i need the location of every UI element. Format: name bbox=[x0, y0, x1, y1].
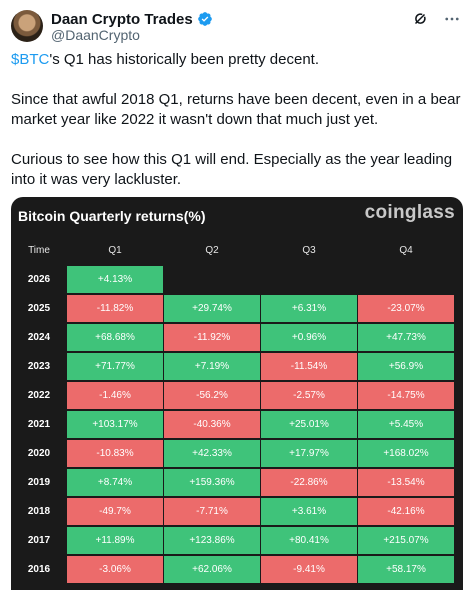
return-cell-q4: -42.16% bbox=[358, 498, 454, 525]
verified-badge-icon bbox=[197, 12, 212, 26]
return-cell-q2: +7.19% bbox=[164, 353, 260, 380]
header-actions bbox=[411, 10, 461, 28]
table-row: 2018 -49.7% -7.71% +3.61% -42.16% bbox=[11, 497, 463, 526]
return-cell-q1: -11.82% bbox=[67, 295, 163, 322]
return-cell-q1: -49.7% bbox=[67, 498, 163, 525]
table-row: 2017 +11.89% +123.86% +80.41% +215.07% bbox=[11, 526, 463, 555]
year-label: 2026 bbox=[27, 274, 51, 285]
avatar[interactable] bbox=[11, 10, 43, 42]
year-label: 2023 bbox=[27, 361, 51, 372]
column-header-q2: Q2 bbox=[205, 245, 219, 256]
return-cell-q3: +0.96% bbox=[261, 324, 357, 351]
year-label: 2022 bbox=[27, 390, 51, 401]
table-row: 2024 +68.68% -11.92% +0.96% +47.73% bbox=[11, 323, 463, 352]
table-header-row: Time Q1 Q2 Q3 Q4 bbox=[11, 236, 463, 265]
year-label: 2018 bbox=[27, 506, 51, 517]
author-handle[interactable]: @DaanCrypto bbox=[51, 27, 140, 43]
column-header-q3: Q3 bbox=[302, 245, 316, 256]
year-label: 2021 bbox=[27, 419, 51, 430]
table-row: 2019 +8.74% +159.36% -22.86% -13.54% bbox=[11, 468, 463, 497]
year-label: 2025 bbox=[27, 303, 51, 314]
return-cell-q4: +58.17% bbox=[358, 556, 454, 583]
return-cell-q2: +29.74% bbox=[164, 295, 260, 322]
return-cell-q3: +17.97% bbox=[261, 440, 357, 467]
return-cell-q1: +4.13% bbox=[67, 266, 163, 293]
table-row: 2025 -11.82% +29.74% +6.31% -23.07% bbox=[11, 294, 463, 323]
return-cell-q2: +42.33% bbox=[164, 440, 260, 467]
column-header-q4: Q4 bbox=[399, 245, 413, 256]
return-cell-q1: +103.17% bbox=[67, 411, 163, 438]
return-cell-q2: -56.2% bbox=[164, 382, 260, 409]
return-cell-q4: -23.07% bbox=[358, 295, 454, 322]
table-row: 2026 +4.13% bbox=[11, 265, 463, 294]
year-label: 2016 bbox=[27, 564, 51, 575]
return-cell-q3: +6.31% bbox=[261, 295, 357, 322]
tweet-line1-rest: 's Q1 has historically been pretty decen… bbox=[49, 51, 320, 68]
return-cell-q4: -14.75% bbox=[358, 382, 454, 409]
return-cell-q4: +168.02% bbox=[358, 440, 454, 467]
table-row: 2022 -1.46% -56.2% -2.57% -14.75% bbox=[11, 381, 463, 410]
year-label: 2017 bbox=[27, 535, 51, 546]
return-cell-q4: -13.54% bbox=[358, 469, 454, 496]
tweet-paragraph-1: $BTC's Q1 has historically been pretty d… bbox=[11, 50, 463, 70]
grok-icon[interactable] bbox=[411, 10, 429, 28]
return-cell-q1: +71.77% bbox=[67, 353, 163, 380]
return-cell-q2: -7.71% bbox=[164, 498, 260, 525]
author-name-row[interactable]: Daan Crypto Trades bbox=[51, 11, 213, 27]
tweet-paragraph-2: Since that awful 2018 Q1, returns have b… bbox=[11, 91, 461, 128]
return-cell-q3: +80.41% bbox=[261, 527, 357, 554]
return-cell-q3: -22.86% bbox=[261, 469, 357, 496]
return-cell-q3: +3.61% bbox=[261, 498, 357, 525]
column-header-q1: Q1 bbox=[108, 245, 122, 256]
return-cell-q2: -40.36% bbox=[164, 411, 260, 438]
return-cell-q2: +62.06% bbox=[164, 556, 260, 583]
more-icon[interactable] bbox=[443, 10, 461, 28]
table-row: 2020 -10.83% +42.33% +17.97% +168.02% bbox=[11, 439, 463, 468]
table-row: 2016 -3.06% +62.06% -9.41% +58.17% bbox=[11, 555, 463, 584]
return-cell-q2: +123.86% bbox=[164, 527, 260, 554]
coinglass-logo: coinglass bbox=[364, 202, 455, 223]
cashtag-link[interactable]: $BTC bbox=[11, 51, 50, 68]
table-row: 2023 +71.77% +7.19% -11.54% +56.9% bbox=[11, 352, 463, 381]
return-cell-q1: +68.68% bbox=[67, 324, 163, 351]
return-cell-q4: +215.07% bbox=[358, 527, 454, 554]
return-cell-q1: -10.83% bbox=[67, 440, 163, 467]
return-cell-q2: +159.36% bbox=[164, 469, 260, 496]
tweet-header: Daan Crypto Trades @DaanCrypto bbox=[11, 10, 463, 42]
return-cell-q1: +11.89% bbox=[67, 527, 163, 554]
return-cell-q3: -9.41% bbox=[261, 556, 357, 583]
returns-table: Time Q1 Q2 Q3 Q4 2026 +4.13% 2025 -11.82% +2… bbox=[11, 236, 463, 584]
return-cell-q3: +25.01% bbox=[261, 411, 357, 438]
tweet-paragraph-3: Curious to see how this Q1 will end. Esp… bbox=[11, 151, 453, 188]
return-cell-q3: -2.57% bbox=[261, 382, 357, 409]
return-cell-q4: +5.45% bbox=[358, 411, 454, 438]
chart-title: Bitcoin Quarterly returns(%) bbox=[18, 208, 206, 224]
return-cell-q1: -3.06% bbox=[67, 556, 163, 583]
return-cell-q4: +56.9% bbox=[358, 353, 454, 380]
tweet-text: $BTC's Q1 has historically been pretty d… bbox=[11, 50, 463, 190]
year-label: 2020 bbox=[27, 448, 51, 459]
year-label: 2024 bbox=[27, 332, 51, 343]
author-display-name[interactable]: Daan Crypto Trades bbox=[51, 10, 193, 28]
return-cell-q2: -11.92% bbox=[164, 324, 260, 351]
year-label: 2019 bbox=[27, 477, 51, 488]
column-header-time: Time bbox=[28, 245, 50, 256]
table-row: 2021 +103.17% -40.36% +25.01% +5.45% bbox=[11, 410, 463, 439]
return-cell-q1: +8.74% bbox=[67, 469, 163, 496]
return-cell-q4: +47.73% bbox=[358, 324, 454, 351]
quarterly-returns-image[interactable]: Bitcoin Quarterly returns(%) coinglass T… bbox=[11, 197, 463, 590]
return-cell-q3: -11.54% bbox=[261, 353, 357, 380]
return-cell-q1: -1.46% bbox=[67, 382, 163, 409]
